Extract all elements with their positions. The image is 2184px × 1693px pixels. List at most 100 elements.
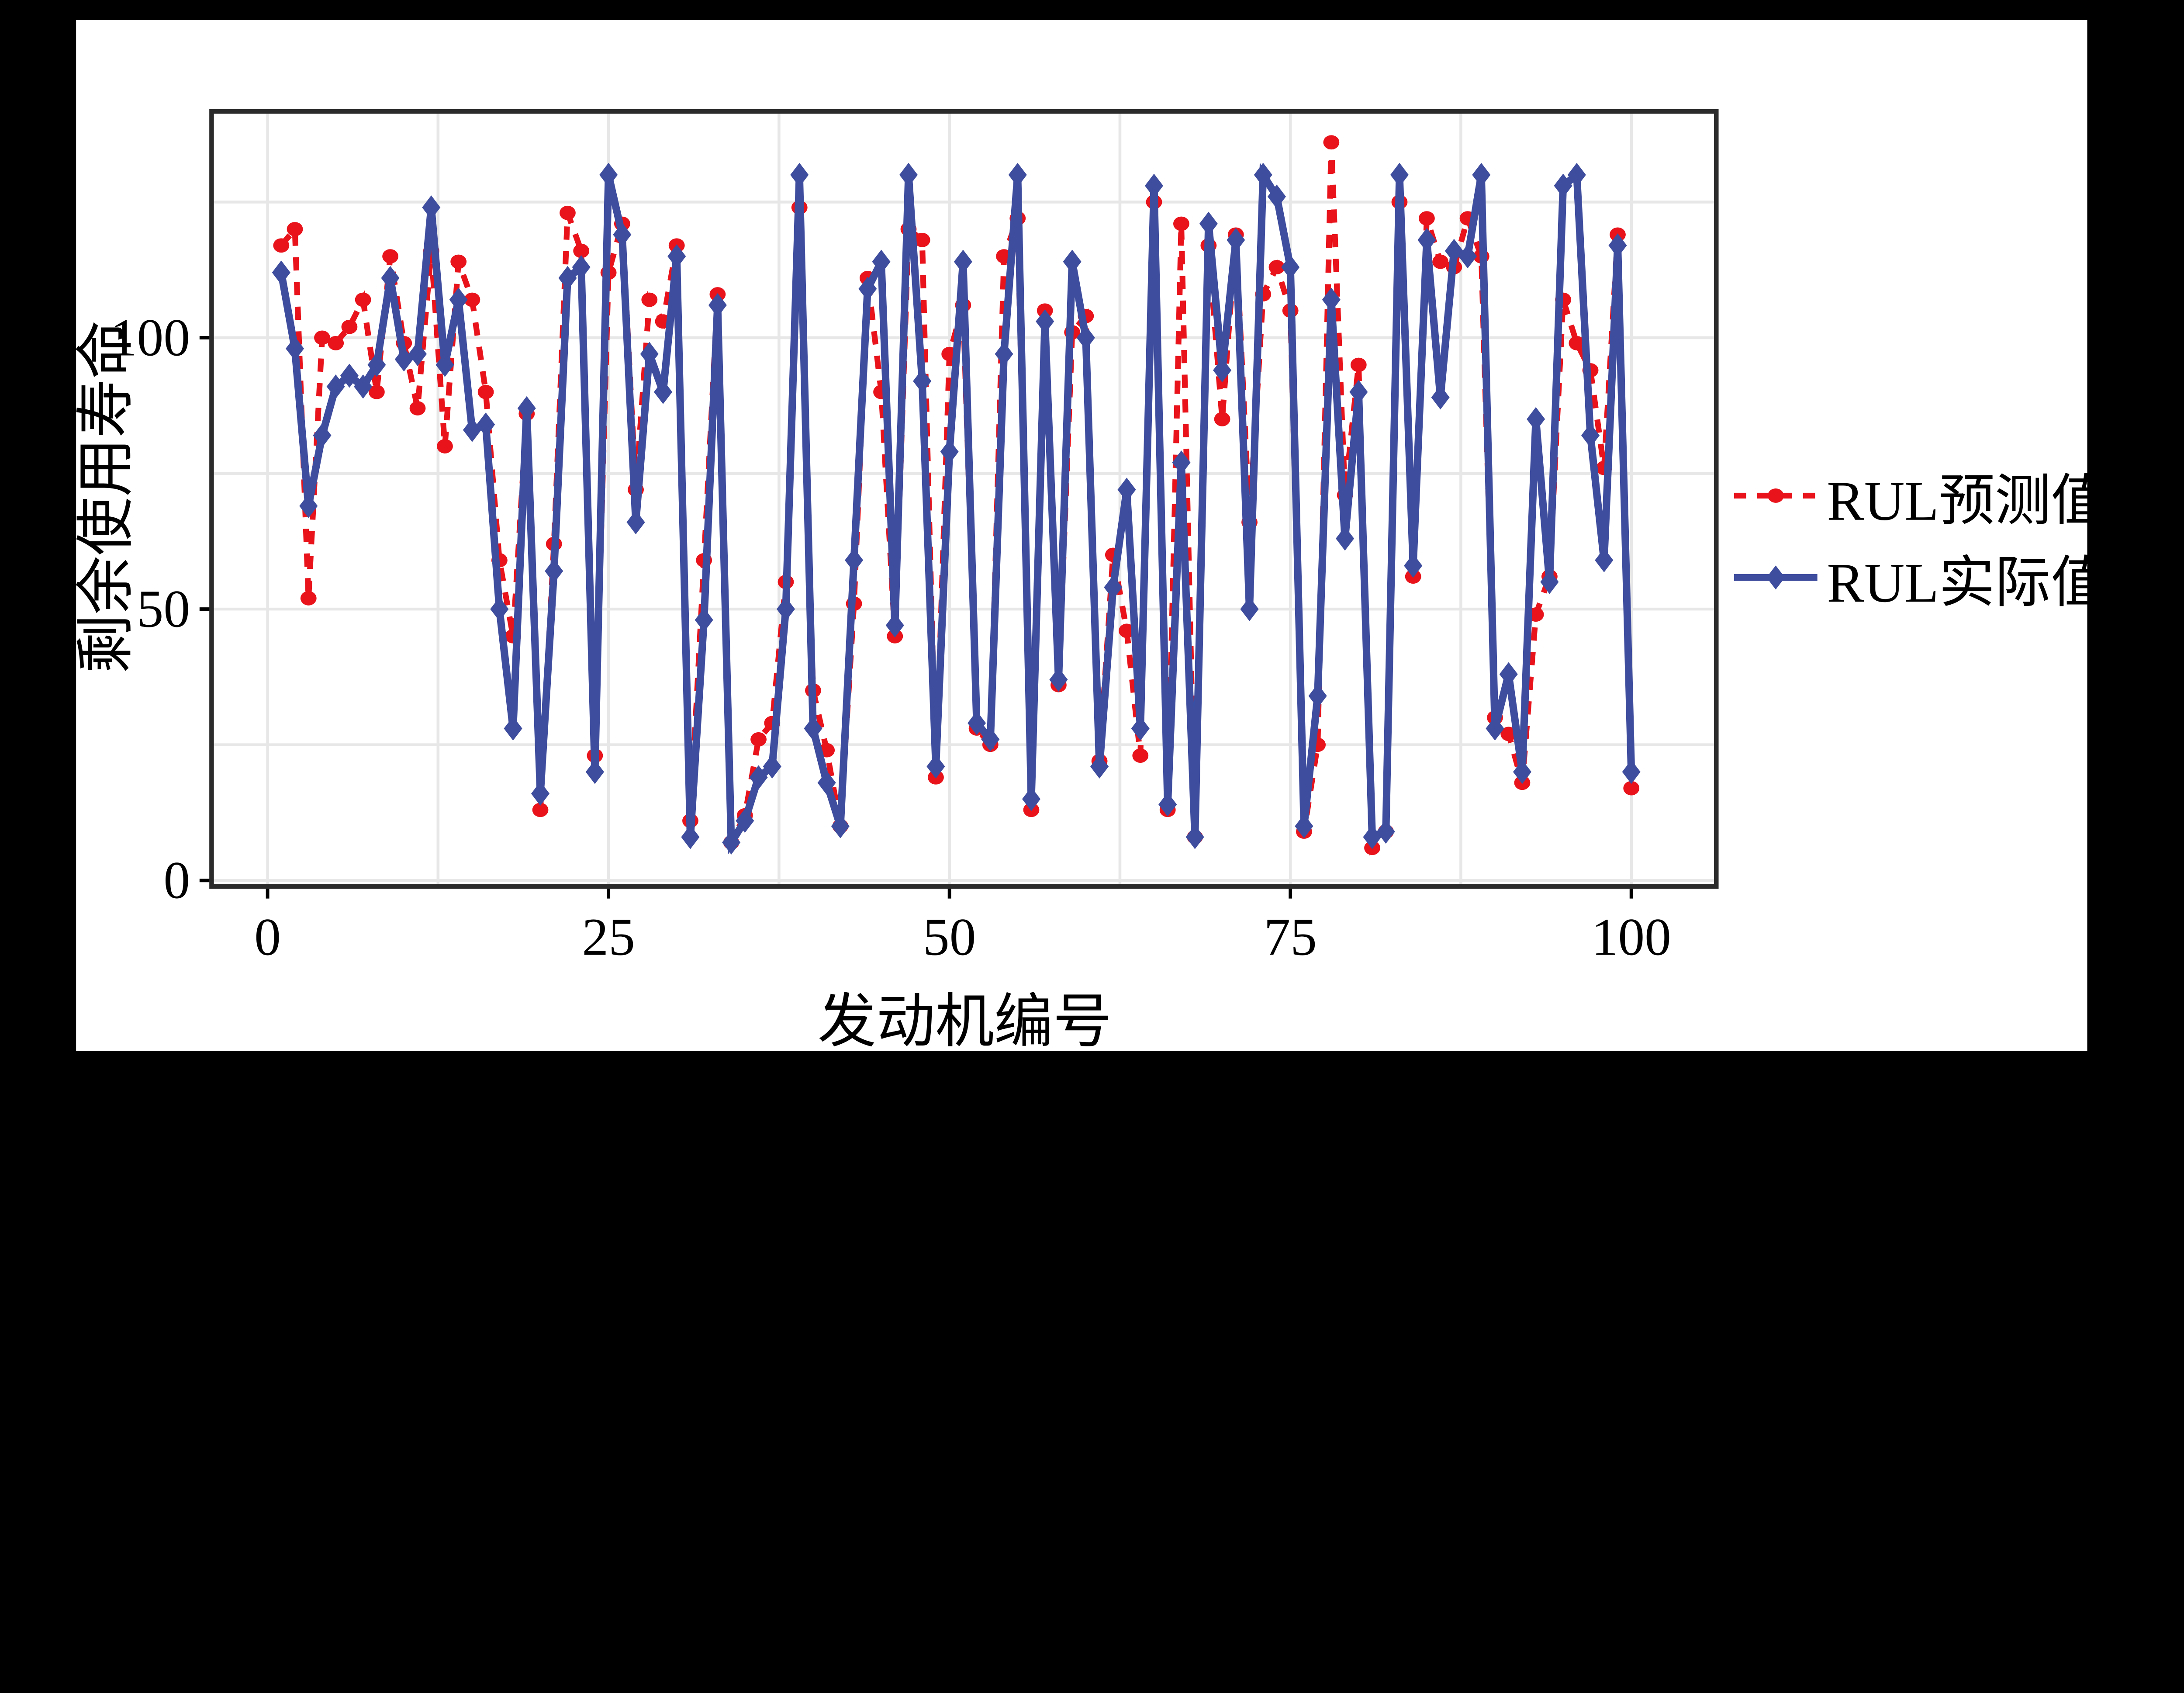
x-axis-title: 发动机编号 [817,989,1112,1055]
actual-point-marker [804,716,822,741]
actual-point-marker [394,347,413,372]
legend-key-circle [1767,488,1784,503]
predicted-point-marker [914,232,930,247]
y-axis-title: 剩余使用寿命 [73,320,139,674]
predicted-point-marker [273,238,290,253]
predicted-point-marker [1173,216,1189,231]
rul-line-chart [199,109,1719,899]
predicted-point-marker [1268,260,1285,274]
predicted-point-marker [1500,727,1517,741]
predicted-point-marker [641,292,658,307]
actual-point-marker [599,163,618,187]
actual-point-marker [913,369,932,393]
legend-item-predicted: RUL预测值 [1733,455,2107,536]
actual-point-marker [1390,163,1409,187]
predicted-point-marker [750,732,767,747]
actual-point-marker [326,374,345,399]
actual-line [277,163,1635,855]
actual-point-marker [1185,825,1204,849]
actual-point-marker [1336,526,1355,551]
actual-point-marker [1444,239,1463,263]
actual-point-marker [477,412,495,437]
predicted-point-marker [1623,781,1640,796]
actual-point-marker [708,293,727,318]
legend-item-actual: RUL实际值 [1733,537,2107,618]
actual-point-marker [286,336,304,361]
actual-point-marker [640,342,659,366]
legend-label-actual: RUL实际值 [1827,552,2107,614]
actual-line-key-icon [1734,565,1818,590]
predicted-point-marker [1132,748,1149,763]
actual-point-marker [1131,716,1150,741]
legend-label-predicted: RUL预测值 [1827,470,2107,532]
actual-point-marker [1144,173,1164,198]
actual-point-marker [995,342,1013,366]
predicted-point-marker [355,292,371,307]
y-tick-label: 0 [163,851,190,910]
actual-point-marker [626,510,645,534]
actual-point-marker [1240,597,1259,621]
actual-point-marker [1431,385,1450,410]
actual-point-marker [1472,163,1491,187]
plot-border [209,109,1719,889]
actual-point-marker [449,287,468,312]
actual-point-marker [613,222,632,247]
actual-point-marker [736,808,754,833]
actual-point-marker [981,727,1000,751]
actual-point-marker [1199,211,1218,236]
x-tick-label: 100 [1591,907,1671,967]
screenshot-canvas: 0 25 50 75 100 0 50 100 发动机编号 剩余使用寿命 RUL预测值 RU… [73,20,2107,1055]
actual-point-marker [1308,684,1327,708]
predicted-point-marker [477,384,494,399]
actual-point-marker [1376,819,1395,844]
legend-key-diamond [1766,565,1785,590]
actual-point-marker [872,249,891,274]
predicted-point-marker [1350,357,1367,372]
actual-point-marker [845,548,864,572]
actual-point-marker [1049,668,1068,692]
predicted-point-marker [1119,623,1135,638]
actual-point-marker [681,825,700,849]
actual-point-marker [1117,478,1136,502]
x-tick-label: 0 [254,907,281,967]
actual-point-marker [1063,249,1082,274]
y-tick-label: 100 [110,308,190,367]
actual-point-marker [585,760,604,784]
predicted-point-marker [1214,412,1230,426]
actual-point-marker [899,163,918,187]
predicted-point-marker [437,439,453,454]
predicted-point-marker [1418,211,1435,226]
predicted-point-marker [287,222,303,236]
actual-point-marker [531,781,550,806]
predicted-point-marker [532,803,549,817]
predicted-line-key-icon [1734,488,1818,503]
predicted-point-marker [314,330,330,345]
predicted-point-marker [1432,254,1449,269]
actual-point-marker [1281,255,1300,280]
predicted-point-marker [450,254,467,269]
actual-point-marker [695,608,713,632]
plot-area [199,109,1719,899]
predicted-point-marker [573,243,590,258]
actual-point-marker [1267,184,1286,209]
actual-point-marker [408,342,427,366]
x-tick-label: 75 [1264,907,1317,967]
actual-point-marker [1527,407,1545,431]
actual-point-marker [1499,662,1518,686]
predicted-point-marker [328,336,344,350]
actual-point-marker [313,423,332,448]
actual-point-marker [545,559,563,583]
actual-point-marker [381,266,400,290]
actual-point-marker [776,597,795,621]
predicted-point-marker [368,384,385,399]
actual-point-marker [926,754,945,779]
predicted-point-marker [1323,135,1340,150]
y-tick-label: 50 [137,579,190,639]
actual-point-marker [954,249,972,274]
actual-point-marker [1322,287,1341,312]
predicted-point-marker [341,319,358,334]
actual-point-marker [1008,163,1027,187]
actual-point-marker [504,716,522,741]
actual-point-marker [1595,548,1614,572]
actual-point-marker [272,260,290,285]
